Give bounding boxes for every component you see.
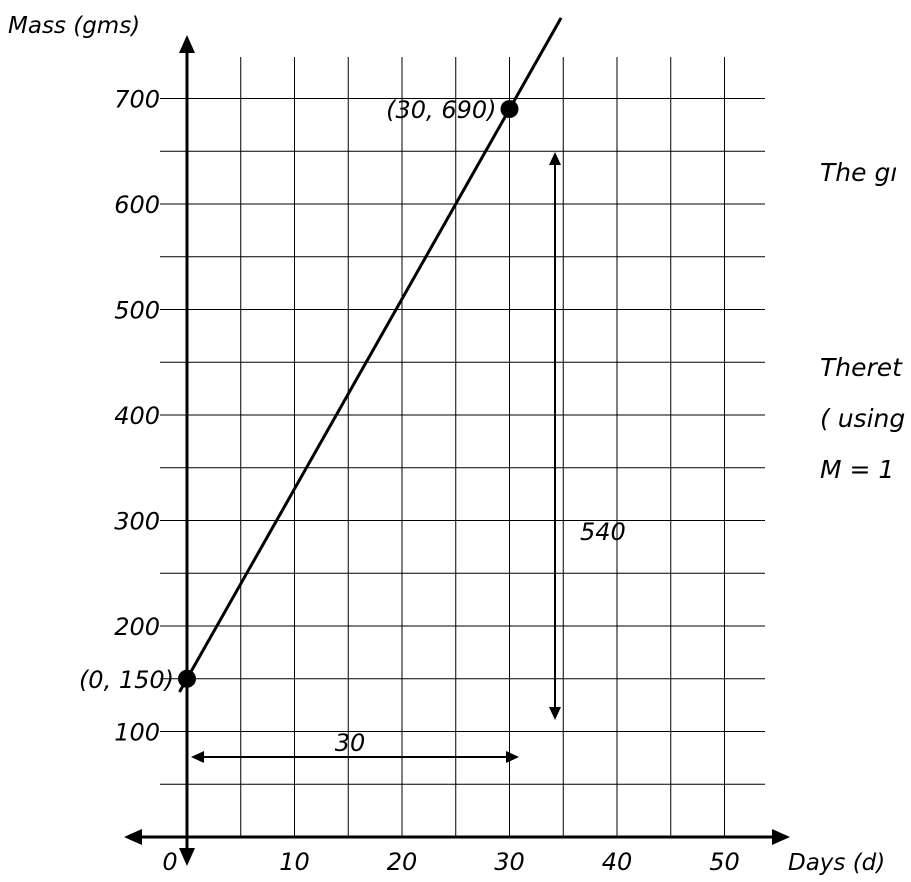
x-axis-right-arrow bbox=[772, 829, 790, 845]
x-axis-label: Days (d) bbox=[788, 850, 885, 876]
run-label: 30 bbox=[335, 729, 366, 757]
y-tick-label: 700 bbox=[114, 86, 160, 114]
x-tick-label: 10 bbox=[279, 848, 310, 876]
y-tick-label: 300 bbox=[114, 508, 160, 536]
point-label: (30, 690) bbox=[386, 96, 496, 124]
y-tick-label: 100 bbox=[114, 719, 160, 747]
y-tick-label: 600 bbox=[114, 191, 160, 219]
point-label: (0, 150) bbox=[79, 666, 174, 694]
x-tick-label: 40 bbox=[602, 848, 633, 876]
y-axis-bottom-arrow bbox=[179, 848, 195, 866]
rise-arrow-top-head bbox=[549, 152, 561, 165]
series-line bbox=[178, 17, 563, 693]
tick-labels: 100 200 300 400 500 600 700 0 10 20 30 40 50 bbox=[114, 86, 740, 877]
side-text-1: The gı bbox=[820, 158, 898, 187]
y-axis-label: Mass (gms) bbox=[8, 13, 140, 39]
y-tick-label: 200 bbox=[114, 613, 160, 641]
side-text-4: M = 1 bbox=[820, 455, 895, 484]
x-tick-label: 20 bbox=[387, 848, 418, 876]
side-text-3: ( using bbox=[820, 404, 906, 433]
y-tick-label: 400 bbox=[114, 402, 160, 430]
x-axis-left-arrow bbox=[124, 829, 142, 845]
run-arrow-left-head bbox=[191, 751, 204, 763]
grid bbox=[160, 57, 765, 837]
axes bbox=[124, 35, 790, 866]
x-tick-label: 50 bbox=[709, 848, 740, 876]
x-tick-label: 0 bbox=[162, 848, 177, 876]
rise-arrow-bottom-head bbox=[549, 707, 561, 720]
run-arrow-right-head bbox=[506, 751, 519, 763]
data-point bbox=[500, 100, 519, 119]
data-point bbox=[178, 669, 196, 688]
rise-label: 540 bbox=[580, 518, 626, 546]
x-tick-label: 30 bbox=[494, 848, 525, 876]
y-tick-label: 500 bbox=[114, 297, 160, 325]
side-text-2: Theret bbox=[820, 353, 902, 382]
y-axis-top-arrow bbox=[179, 35, 195, 53]
data-marks: (0, 150) (30, 690) 30 540 bbox=[79, 17, 626, 763]
